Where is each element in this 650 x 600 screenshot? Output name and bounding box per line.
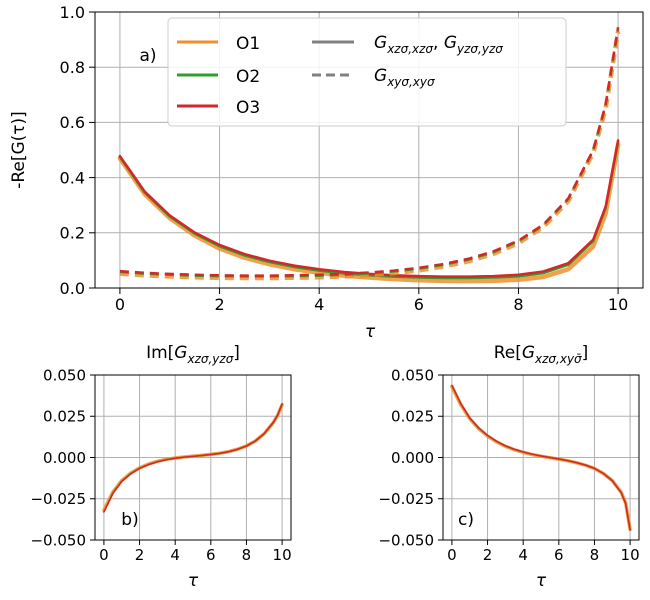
panel-a-ytick-label-4: 0.8 <box>60 58 85 77</box>
panel-c-title: Re[Gxzσ,xyσ̄] <box>494 343 589 366</box>
panel-a-xtick-label-5: 10 <box>608 295 628 314</box>
panel-c-series-2 <box>451 384 631 531</box>
panel-c-xtick-label-0: 0 <box>447 546 457 564</box>
panel-a-ytick-label-0: 0.0 <box>60 279 85 298</box>
panel-c-ytick-label-1: −0.025 <box>378 490 434 508</box>
panel-a-series-2 <box>118 139 620 278</box>
legend-label-gxy: Gxyσ,xyσ <box>374 66 435 89</box>
panel-a-label: a) <box>139 46 156 66</box>
panel-c-ytick-label-0: −0.050 <box>378 531 434 549</box>
panel-a-xtick-label-2: 4 <box>314 295 324 314</box>
legend-label-o3: O3 <box>236 98 260 118</box>
panel-a-ytick-label-5: 1.0 <box>60 3 85 22</box>
panel-a: 0 2 4 6 8 10 0.0 0.2 0.4 0.6 0.8 1.0 a) τ -Re[G(τ)]… <box>9 3 644 342</box>
panel-b-ytick-label-1: −0.025 <box>30 490 86 508</box>
panel-b-series-2 <box>103 403 283 513</box>
legend-label-gxz-gyz: Gxzσ,xzσ, Gyzσ,yzσ <box>374 33 503 56</box>
panel-a-xtick-label-4: 8 <box>513 295 523 314</box>
panel-a-xtick-label-0: 0 <box>115 295 125 314</box>
panel-c-xtick-label-3: 6 <box>554 546 564 564</box>
panel-b-series-1 <box>103 403 283 513</box>
panel-b-xtick-label-3: 6 <box>206 546 216 564</box>
panel-b-ytick-label-4: 0.050 <box>43 366 86 384</box>
legend-box <box>167 17 567 127</box>
panel-a-ticks: 0 2 4 6 8 10 0.0 0.2 0.4 0.6 0.8 1.0 <box>60 3 629 314</box>
panel-c-series <box>450 384 632 532</box>
panel-a-series-3 <box>119 30 621 281</box>
panel-b-title: Im[Gxzσ,yzσ] <box>146 343 240 366</box>
panel-b-ticks: 0 2 4 6 8 10 −0.050 −0.025 0.000 0.025 0.050 <box>30 366 291 564</box>
panel-c-xtick-label-1: 2 <box>483 546 493 564</box>
panel-b-ytick-label-3: 0.025 <box>43 408 86 426</box>
legend: O1 O2 O3 Gxzσ,xzσ, Gyzσ,yzσ Gxyσ,xyσ <box>167 17 567 127</box>
legend-label-o1: O1 <box>236 34 260 54</box>
panel-b-xtick-label-5: 10 <box>273 546 292 564</box>
legend-label-o2: O2 <box>236 67 260 87</box>
panel-b-xtick-label-0: 0 <box>99 546 109 564</box>
panel-c-xtick-label-4: 8 <box>590 546 600 564</box>
panel-c-ticks: 0 2 4 6 8 10 −0.050 −0.025 0.000 0.025 0.050 <box>378 366 639 564</box>
panel-a-series-0 <box>117 142 621 284</box>
panel-c-xlabel: τ <box>536 571 547 591</box>
panel-a-series <box>117 26 621 284</box>
panel-b-ytick-label-2: 0.000 <box>43 449 86 467</box>
panel-c-xtick-label-2: 4 <box>518 546 528 564</box>
panel-b-xtick-label-4: 8 <box>242 546 252 564</box>
panel-c-label: c) <box>458 510 474 530</box>
panel-b-ytick-label-0: −0.050 <box>30 531 86 549</box>
panel-a-xlabel: τ <box>365 322 376 342</box>
panel-a-ytick-label-1: 0.2 <box>60 224 85 243</box>
panel-a-xtick-label-1: 2 <box>214 295 224 314</box>
panel-b-series <box>102 402 284 513</box>
panel-c-ytick-label-4: 0.050 <box>391 366 434 384</box>
panel-c-ytick-label-3: 0.025 <box>391 408 434 426</box>
panel-a-ytick-label-3: 0.6 <box>60 113 85 132</box>
panel-b-label: b) <box>121 510 138 530</box>
panel-a-ytick-label-2: 0.4 <box>60 168 85 187</box>
panel-b-xtick-label-1: 2 <box>135 546 145 564</box>
panel-b-xtick-label-2: 4 <box>170 546 180 564</box>
panel-a-series-5 <box>119 26 620 277</box>
panel-b-xlabel: τ <box>188 571 199 591</box>
panel-a-ylabel: -Re[G(τ)] <box>9 111 29 189</box>
panel-c-xtick-label-5: 10 <box>621 546 640 564</box>
panel-c-ytick-label-2: 0.000 <box>391 449 434 467</box>
panel-a-frame <box>94 11 644 289</box>
panel-a-series-1 <box>118 140 620 280</box>
panel-a-xtick-label-3: 6 <box>414 295 424 314</box>
